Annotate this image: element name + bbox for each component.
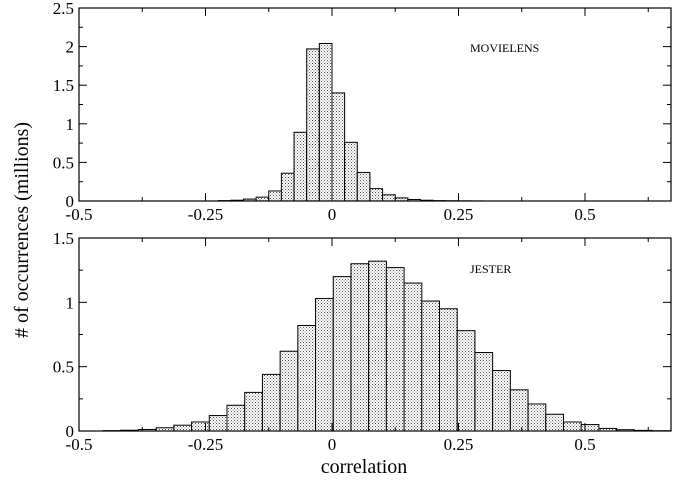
y-tick-label: 2 [66,38,75,57]
x-tick-label: -0.5 [66,205,93,224]
histogram-bar [509,389,529,432]
y-tick-label: 2.5 [53,0,74,18]
histogram-bar [173,424,193,432]
x-tick-label: -0.5 [66,435,93,454]
histogram-bar [208,415,228,432]
histogram-bar [369,188,384,202]
histogram-bar [191,421,210,432]
y-tick-label: 0 [66,422,75,441]
y-tick-label: 1.5 [53,229,74,248]
x-axis-label: correlation [321,456,408,478]
histogram-bar [268,190,282,202]
x-tick-label: 0.5 [574,205,595,224]
x-tick-label: 0 [328,435,337,454]
histogram-bar [280,172,295,202]
y-tick-label: 1 [66,293,75,312]
histogram-bar [382,194,396,202]
panel-annotation: MOVIELENS [470,41,539,55]
histogram-bar [456,330,476,432]
histogram-bar [332,276,352,432]
histogram-bar [562,421,582,432]
x-tick-label: 0.25 [444,435,474,454]
y-tick-label: 0 [66,192,75,211]
plot-frame [78,7,672,202]
histogram-bar [318,43,333,202]
histogram-bar [244,391,263,432]
y-tick-label: 0.5 [53,358,74,377]
histogram-bar [580,424,600,432]
histogram-bar [226,404,246,432]
histogram-bar [344,141,358,202]
panel-movielens: -0.5 -0.25 0 0.25 0.5 0 0.5 1 1.5 2 2.5 MOVIELENS [53,0,672,224]
histogram-bar [403,282,423,432]
histogram-bar [356,171,371,202]
y-tick-label: 1 [66,115,75,134]
histogram-bar [474,352,494,432]
histogram-bar [492,370,511,432]
x-tick-label: -0.25 [188,205,223,224]
y-axis-label: # of occurrences (millions) [11,122,33,338]
panel-annotation: JESTER [470,262,511,276]
panel-jester: -0.5 -0.25 0 0.25 0.5 0 0.5 1 1.5 JESTER [53,229,672,454]
histogram-bar [306,48,320,202]
histogram-bar [297,324,317,432]
y-tick-label: 0.5 [53,153,74,172]
histogram-bar [527,403,547,432]
histogram-bar [439,308,458,432]
histogram-bar [368,260,387,432]
x-tick-label: 0.5 [574,435,595,454]
histogram-bar [350,263,370,432]
x-tick-label: 0.25 [444,205,474,224]
x-tick-label: -0.25 [188,435,223,454]
histogram-bar [315,297,334,432]
histogram-bar [385,267,405,432]
histogram-bar [421,300,441,432]
histogram-bar [293,131,308,202]
histogram-bar [279,350,299,432]
x-tick-label: 0 [328,205,337,224]
histogram-bar [261,373,281,432]
histogram-bar [545,413,564,432]
histogram-bar [331,92,346,202]
y-tick-label: 1.5 [53,76,74,95]
